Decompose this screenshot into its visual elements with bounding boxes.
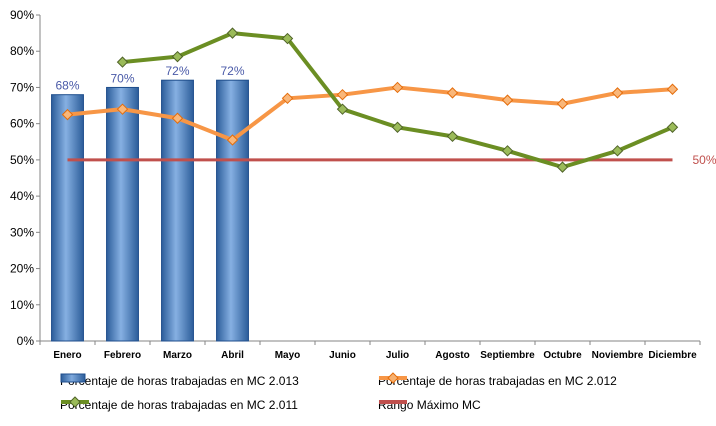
y-tick-label: 90%: [10, 8, 34, 22]
series-point: [336, 103, 349, 115]
series-end-label: 50%: [692, 153, 716, 167]
series-point: [556, 98, 569, 110]
x-tick-label: Marzo: [163, 350, 192, 361]
series-point: [171, 50, 184, 63]
x-tick-label: Septiembre: [480, 350, 535, 361]
legend-swatch-2011: [61, 396, 89, 408]
y-tick-label: 30%: [10, 225, 34, 239]
series-point: [116, 103, 129, 115]
series-line: [67, 85, 673, 142]
y-tick-label: 50%: [10, 153, 34, 167]
legend-swatch-bar: [60, 373, 86, 383]
legend-item-2012: Porcentaje de horas trabajadas en MC 2.0…: [378, 372, 617, 390]
series-point: [61, 108, 74, 121]
series-point: [226, 27, 239, 39]
bar-data-label: 70%: [110, 71, 134, 85]
y-tick-label: 80%: [10, 44, 34, 58]
series-point: [116, 56, 129, 68]
bar-series-2013: [51, 79, 249, 342]
x-tick-label: Junio: [329, 350, 356, 361]
series-point: [391, 121, 404, 133]
series-point: [391, 81, 404, 94]
legend-swatch-max: [379, 400, 407, 404]
legend-item-2013: Porcentaje de horas trabajadas en MC 2.0…: [60, 372, 299, 390]
legend-item-2011: Porcentaje de horas trabajadas en MC 2.0…: [60, 396, 298, 414]
x-tick-label: Noviembre: [592, 350, 644, 361]
series-point: [666, 83, 679, 95]
data-labels: 68% 70% 72% 72% 50%: [55, 64, 716, 167]
x-tick-label: Abril: [221, 350, 244, 361]
series-point: [281, 32, 294, 45]
y-tick-label: 70%: [10, 80, 34, 94]
x-tick-label: Enero: [53, 350, 81, 361]
series-point: [281, 92, 294, 105]
x-tick-label: Octubre: [543, 350, 582, 361]
x-tick-label: Febrero: [104, 350, 141, 361]
legend-label-2012: Porcentaje de horas trabajadas en MC 2.0…: [378, 374, 617, 388]
x-tick-label: Mayo: [275, 350, 301, 361]
y-axis: 0% 10% 20% 30% 40% 50% 60% 70% 80% 90%: [10, 8, 41, 348]
series-point: [611, 145, 624, 157]
x-tick-label: Julio: [386, 350, 409, 361]
legend-swatch-2012: [379, 372, 407, 384]
series-point: [226, 134, 239, 146]
bar: [106, 86, 139, 342]
bar: [216, 79, 249, 342]
x-tick-label: Diciembre: [648, 350, 697, 361]
y-tick-label: 10%: [10, 298, 34, 312]
y-tick-label: 20%: [10, 262, 34, 276]
bar-data-label: 72%: [220, 64, 244, 78]
legend: Porcentaje de horas trabajadas en MC 2.0…: [60, 370, 700, 420]
y-tick-label: 60%: [10, 117, 34, 131]
series-point: [556, 161, 569, 173]
series-point: [501, 145, 514, 157]
series-point: [336, 88, 349, 101]
x-tick-label: Agosto: [435, 350, 469, 361]
series-point: [446, 130, 459, 143]
line-series: [61, 27, 679, 173]
bar: [51, 94, 84, 342]
legend-label-2013: Porcentaje de horas trabajadas en MC 2.0…: [60, 374, 299, 388]
series-point: [501, 94, 514, 106]
series-point: [611, 87, 624, 99]
legend-label-2011: Porcentaje de horas trabajadas en MC 2.0…: [60, 398, 298, 412]
legend-item-max: Rango Máximo MC: [378, 396, 481, 414]
bar-data-label: 68%: [55, 79, 79, 93]
series-point: [666, 121, 679, 133]
series-point: [171, 112, 184, 124]
bar-data-label: 72%: [165, 64, 189, 78]
y-tick-label: 0%: [17, 334, 35, 348]
series-point: [446, 87, 459, 99]
x-axis: Enero Febrero Marzo Abril Mayo Junio Julio Agos…: [39, 340, 701, 361]
y-tick-label: 40%: [10, 189, 34, 203]
